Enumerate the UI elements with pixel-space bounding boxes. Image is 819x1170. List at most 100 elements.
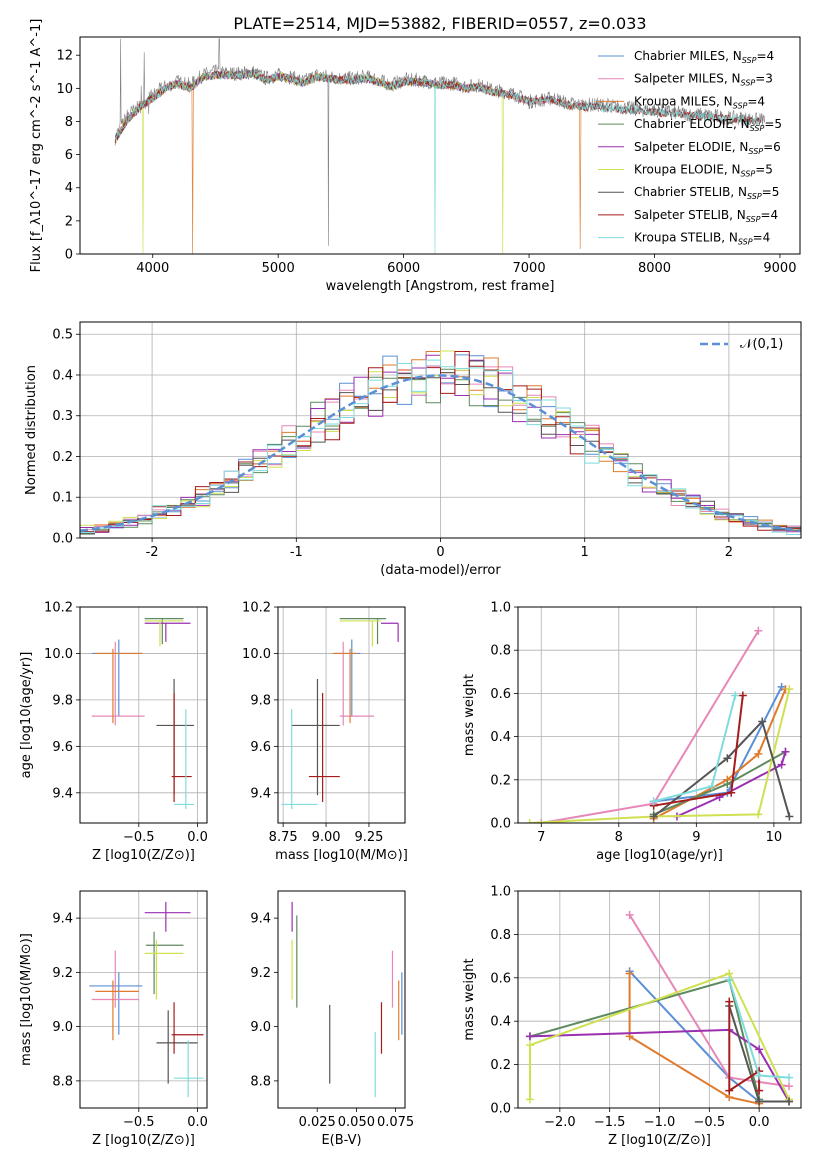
axes-frame	[79, 321, 802, 539]
x-tick-label: -2	[146, 545, 159, 560]
x-tick-label: −2.0	[544, 1115, 576, 1130]
series-marker	[537, 819, 546, 823]
point-chabrier_elodie	[144, 618, 184, 645]
y-tick-label: 0.1	[52, 491, 73, 506]
x-axis-label: E(B-V)	[321, 1133, 361, 1148]
y-axis-label: mass [log10(M/M⊙)]	[19, 933, 34, 1066]
series-marker	[725, 997, 734, 1006]
y-tick-label: 6	[65, 148, 73, 163]
point-chabrier_miles	[91, 639, 143, 717]
x-axis-label: Z [log10(Z/Z⊙)]	[608, 1133, 711, 1148]
plot-area	[80, 350, 801, 535]
y-tick-label: 9.2	[52, 966, 73, 981]
y-tick-label: 9.4	[250, 912, 271, 927]
point-chabrier_elodie	[145, 931, 184, 995]
y-tick-label: 0.8	[490, 644, 511, 659]
series-marker	[754, 749, 763, 758]
y-tick-label: 9.8	[250, 693, 271, 708]
point-salpeter_stelib	[171, 1002, 204, 1054]
y-tick-label: 9.0	[250, 1020, 271, 1035]
series-marker	[649, 812, 658, 821]
axes-frame	[79, 606, 208, 824]
y-tick-label: 9.8	[52, 693, 73, 708]
axes-frame	[79, 36, 801, 255]
point-salpeter_elodie	[144, 901, 191, 932]
y-tick-label: 0.2	[52, 450, 73, 465]
x-tick-label: 0.0	[749, 1115, 770, 1130]
x-tick-label: −0.5	[694, 1115, 726, 1130]
point-chabrier_miles	[334, 639, 361, 717]
legend-entry: Chabrier STELIB, NSSP=5	[634, 185, 779, 201]
point-salpeter_stelib	[171, 692, 192, 803]
series-line	[628, 973, 760, 1105]
y-tick-label: 0.0	[490, 1102, 511, 1117]
y-tick-label: 0.2	[490, 1058, 511, 1073]
panel-age_vs_mass: 8.75 9.00 9.25 9.4 9.6 9.8 10.0 10.2 mass [log10…	[242, 601, 408, 864]
series-chabrier_stelib	[649, 717, 794, 821]
series-salpeter_stelib	[649, 691, 747, 810]
x-tick-label: 7	[537, 830, 545, 845]
y-tick-label: 0.8	[490, 928, 511, 943]
x-tick-label: 10	[766, 830, 783, 845]
legend-entry: Chabrier MILES, NSSP=4	[634, 49, 774, 65]
legend-entry: Chabrier ELODIE, NSSP=5	[634, 117, 782, 133]
point-chabrier_stelib	[291, 679, 340, 796]
y-tick-label: 12	[56, 49, 73, 64]
y-tick-label: 9.4	[52, 912, 73, 927]
x-tick-label: 9.25	[354, 830, 383, 845]
series-marker	[731, 691, 740, 700]
axes-frame	[517, 890, 802, 1109]
y-axis-label: age [log10(age/yr)]	[19, 652, 34, 779]
series-marker	[525, 1041, 534, 1050]
series-line	[529, 688, 791, 823]
series-marker	[707, 782, 716, 791]
point-salpeter_miles	[91, 950, 139, 1008]
point-salpeter_stelib	[308, 692, 340, 803]
x-tick-label: 0.0	[187, 1115, 208, 1130]
series-marker	[625, 969, 634, 978]
series-line	[676, 751, 787, 818]
series-marker	[785, 1082, 794, 1091]
x-tick-label: 9	[692, 830, 700, 845]
figure-title: PLATE=2514, MJD=53882, FIBERID=0557, z=0…	[233, 14, 646, 33]
series-line	[653, 719, 791, 818]
series-marker	[723, 754, 732, 763]
y-tick-label: 2	[65, 214, 73, 229]
series-salpeter_stelib	[725, 997, 764, 1095]
histogram-kroupa_stelib	[80, 359, 801, 535]
y-tick-label: 0.0	[490, 817, 511, 832]
y-tick-label: 0.5	[52, 328, 73, 343]
axes-frame	[277, 606, 406, 824]
series-kroupa_stelib	[725, 975, 794, 1082]
y-tick-label: 0	[65, 248, 73, 263]
y-tick-label: 8.8	[52, 1074, 73, 1089]
panel-mass_weight_vs_metallicity: −2.0 −1.5 −1.0 −0.5 0.0 0.0 0.2 0.4 0.6 0.8 1.0 Z […	[462, 885, 802, 1148]
x-tick-label: 1	[581, 545, 589, 560]
point-salpeter_elodie	[144, 622, 191, 642]
x-axis-label: mass [log10(M/M⊙)]	[275, 848, 408, 863]
point-kroupa_stelib	[174, 1040, 204, 1098]
panel-mass_vs_extinction: 0.025 0.050 0.075 8.8 9.0 9.2 9.4 E(B-V)	[250, 890, 414, 1148]
legend-entry: Kroupa STELIB, NSSP=4	[634, 231, 770, 247]
point-kroupa_elodie	[339, 620, 381, 647]
series-marker	[723, 780, 732, 789]
point-salpeter_miles	[339, 641, 375, 726]
model-spectrum-kroupa_elodie	[115, 69, 504, 254]
x-tick-label: 7000	[513, 261, 546, 276]
y-tick-label: 9.2	[250, 966, 271, 981]
axes-frame	[277, 890, 406, 1109]
series-marker	[755, 1097, 764, 1106]
x-axis-label: wavelength [Angstrom, rest frame]	[326, 279, 555, 294]
plot-area	[91, 618, 195, 810]
point-kroupa_stelib	[174, 709, 195, 810]
series-kroupa_stelib	[649, 691, 740, 806]
x-tick-label: 9.00	[312, 830, 341, 845]
x-tick-label: 4000	[136, 261, 169, 276]
y-tick-label: 0.4	[52, 368, 73, 383]
series-marker	[785, 1097, 794, 1106]
series-line	[529, 972, 790, 1100]
series-salpeter_miles	[537, 626, 763, 823]
x-tick-label: 5000	[262, 261, 295, 276]
x-axis-label: (data-model)/error	[380, 563, 501, 578]
